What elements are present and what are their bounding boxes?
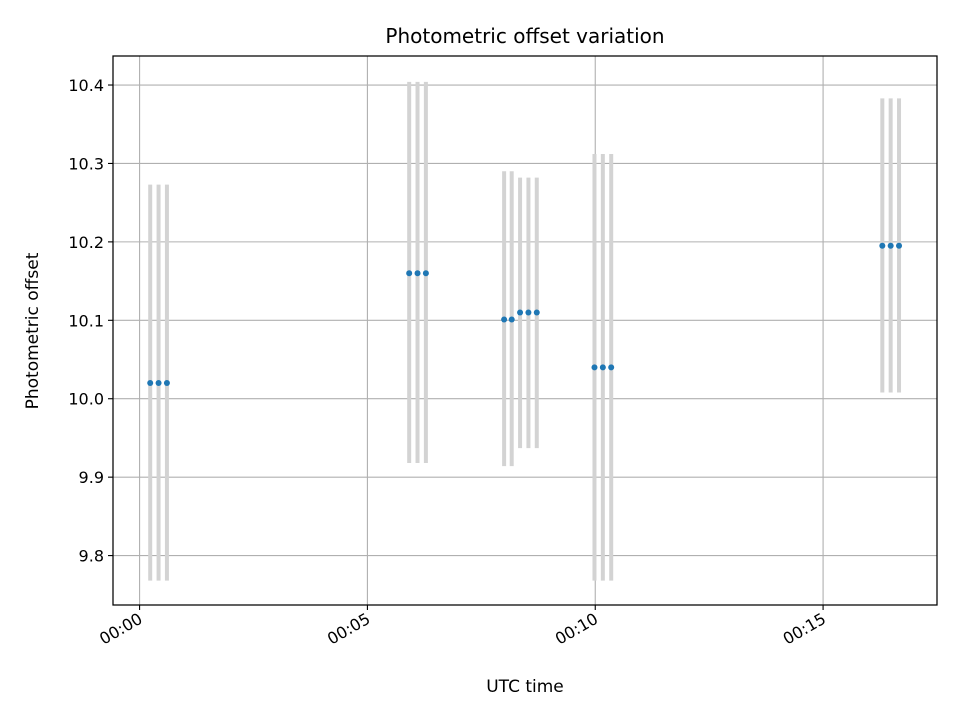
y-tick-label: 10.1 — [68, 311, 104, 330]
plot-frame — [112, 55, 938, 606]
data-point — [608, 364, 615, 371]
data-point — [879, 242, 886, 249]
y-tick-label: 10.0 — [68, 390, 104, 409]
y-tick-label: 10.3 — [68, 154, 104, 173]
data-point — [508, 316, 515, 323]
data-point — [896, 242, 903, 249]
data-point — [414, 270, 421, 277]
data-point — [525, 309, 532, 316]
y-tick-label: 9.8 — [79, 547, 104, 566]
y-axis-label: Photometric offset — [23, 252, 43, 409]
y-tick-label: 9.9 — [79, 468, 104, 487]
data-point — [599, 364, 606, 371]
data-point — [406, 270, 413, 277]
data-point — [533, 309, 540, 316]
data-point — [147, 380, 154, 387]
y-tick-label: 10.4 — [68, 76, 104, 95]
data-point — [163, 380, 170, 387]
data-point — [517, 309, 524, 316]
data-point — [591, 364, 598, 371]
data-point — [501, 316, 508, 323]
data-point — [155, 380, 162, 387]
data-point — [422, 270, 429, 277]
y-tick-label: 10.2 — [68, 233, 104, 252]
y-axis-ticks: 9.8 9.9 10.0 10.1 10.2 10.3 10.4 — [68, 76, 113, 566]
data-points — [147, 242, 903, 387]
data-point — [887, 242, 894, 249]
x-axis-label: UTC time — [486, 677, 564, 697]
chart-title: Photometric offset variation — [385, 24, 664, 48]
